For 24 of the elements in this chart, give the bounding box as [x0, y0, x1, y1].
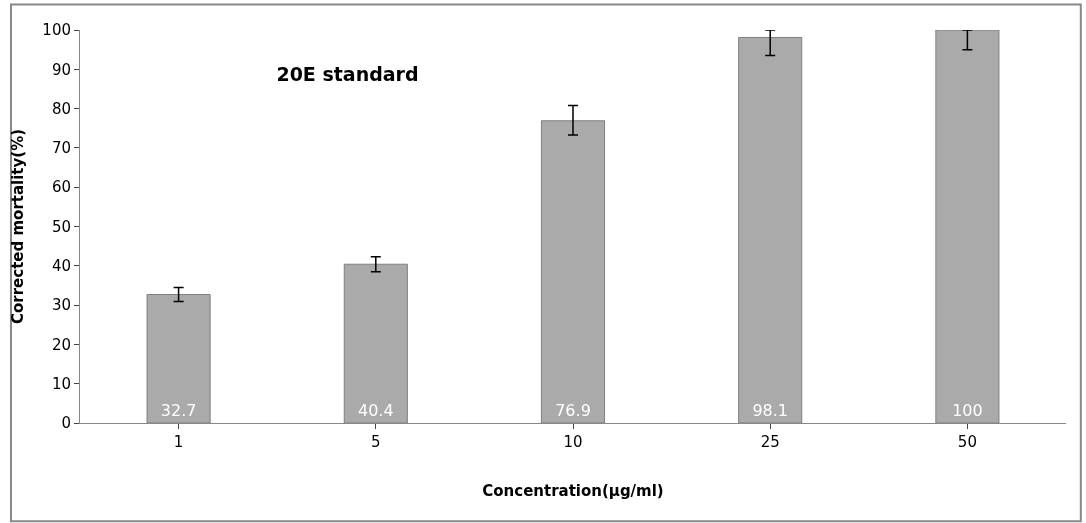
data-label: 32.7 [160, 401, 197, 420]
y-tick-label: 30 [51, 296, 71, 315]
x-axis-title: Concentration(µg/ml) [482, 482, 664, 500]
y-tick-label: 100 [42, 21, 71, 40]
data-label: 100 [952, 401, 983, 420]
y-tick-label: 0 [61, 414, 71, 433]
x-tick-label: 25 [760, 433, 780, 451]
x-tick-label: 50 [957, 433, 977, 451]
data-label: 40.4 [357, 401, 394, 420]
y-tick-label: 40 [51, 257, 71, 276]
y-tick-label: 10 [51, 374, 71, 393]
y-tick-label: 60 [51, 178, 71, 197]
y-tick-label: 80 [51, 99, 71, 118]
y-tick-label: 90 [51, 60, 71, 79]
x-tick-label: 5 [371, 433, 381, 451]
data-label: 76.9 [555, 401, 591, 420]
y-tick-label: 50 [51, 217, 71, 236]
x-tick-label: 1 [173, 433, 184, 451]
text: 20E standard [276, 63, 419, 86]
y-axis-title: Corrected mortality(%) [8, 128, 27, 325]
y-tick-label: 70 [51, 139, 71, 158]
x-tick-label: 10 [563, 433, 583, 451]
y-tick-label: 20 [51, 335, 71, 354]
data-label: 98.1 [752, 401, 789, 420]
